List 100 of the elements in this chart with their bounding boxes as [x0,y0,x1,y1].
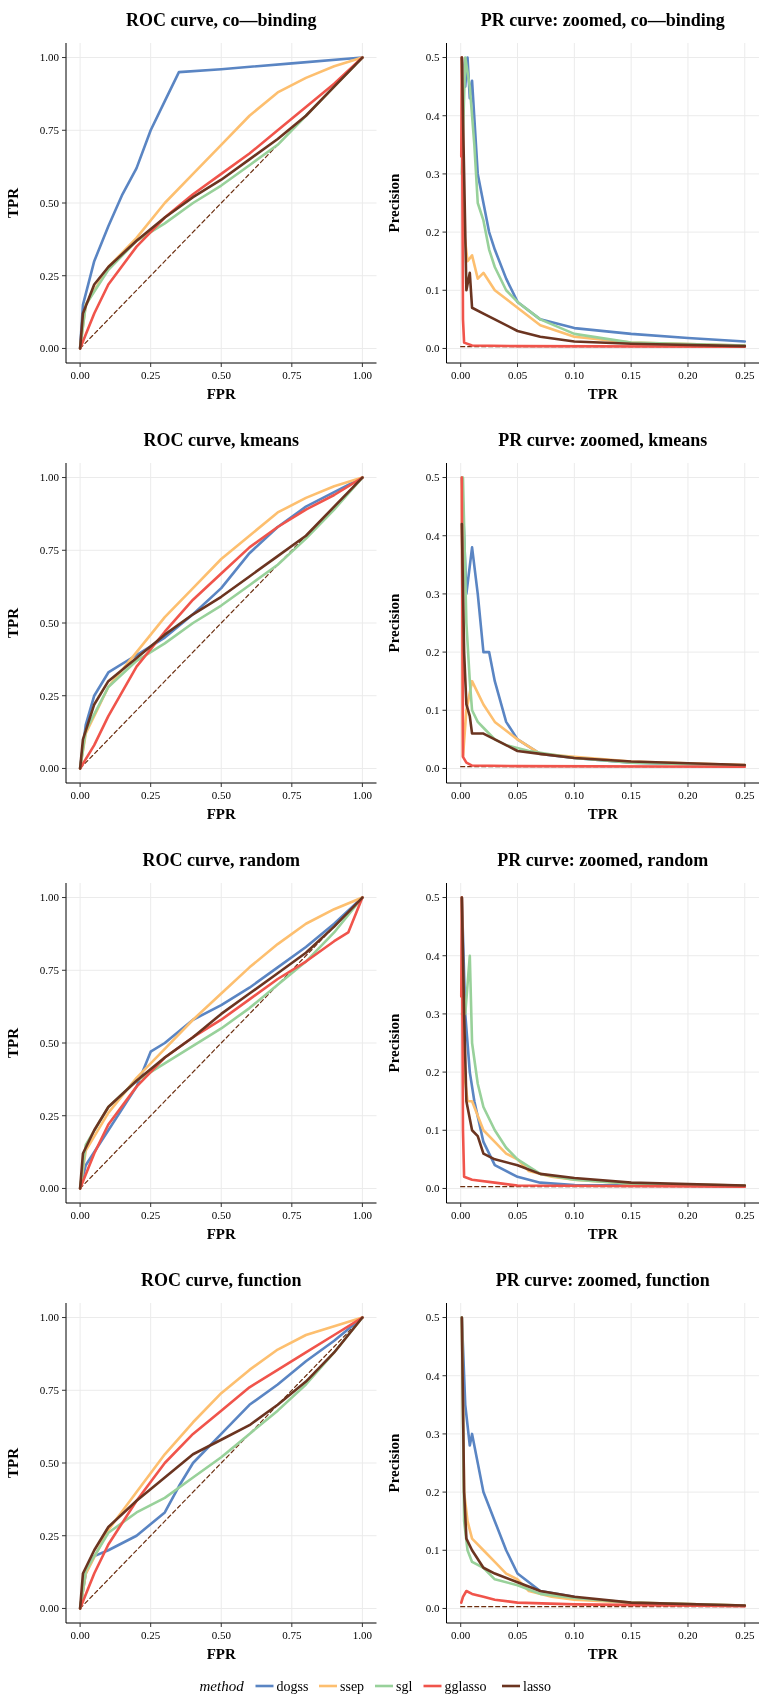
y-tick-label: 0.3 [425,167,440,180]
x-axis-title: FPR [206,1226,236,1242]
y-tick-label: 1.00 [39,891,60,904]
y-axis-title: TPR [5,187,21,218]
x-tick-label: 0.00 [70,369,91,381]
y-tick-label: 0.4 [425,529,440,542]
y-tick-label: 0.2 [425,645,440,658]
x-tick-label: 0.00 [70,1629,91,1641]
chart-title: PR curve: zoomed, function [495,1270,710,1290]
x-tick-label: 0.20 [678,789,699,801]
y-tick-label: 0.25 [39,689,60,702]
y-axis-title: TPR [5,1447,21,1478]
y-axis-title: TPR [5,1027,21,1058]
x-tick-label: 0.00 [451,1629,471,1641]
y-tick-label: 0.0 [425,1182,440,1195]
x-tick-label: 0.00 [451,1209,471,1221]
x-tick-label: 0.75 [282,789,302,801]
x-tick-label: 0.25 [141,1629,161,1641]
x-tick-label: 1.00 [352,369,373,381]
x-tick-label: 0.15 [621,789,642,801]
x-axis-title: FPR [206,806,236,822]
x-tick-label: 1.00 [352,789,373,801]
y-axis-title: Precision [385,172,402,233]
chart-title: PR curve: zoomed, random [497,850,709,870]
x-tick-label: 0.15 [621,1209,642,1221]
x-tick-label: 0.20 [678,1629,699,1641]
x-tick-label: 0.05 [507,1629,528,1641]
x-tick-label: 0.20 [678,369,699,381]
y-tick-label: 0.50 [39,1036,60,1049]
y-tick-label: 0.4 [425,109,440,122]
y-tick-label: 0.50 [39,616,60,629]
chart-title: ROC curve, function [141,1270,302,1290]
y-tick-label: 0.25 [39,269,60,282]
y-tick-label: 0.1 [425,1124,440,1137]
y-axis-title: TPR [5,607,21,638]
y-axis-title: Precision [385,592,402,653]
y-tick-label: 0.0 [425,762,440,775]
y-tick-label: 0.3 [425,1427,440,1440]
x-tick-label: 0.25 [735,1209,755,1221]
x-tick-label: 0.75 [282,1209,302,1221]
y-tick-label: 1.00 [39,1311,60,1324]
y-tick-label: 0.3 [425,1007,440,1020]
x-tick-label: 0.05 [507,789,528,801]
y-tick-label: 0.1 [425,704,440,717]
y-tick-label: 0.0 [425,342,440,355]
y-tick-label: 0.4 [425,1369,440,1382]
y-tick-label: 0.5 [425,1311,440,1324]
chart-title: PR curve: zoomed, kmeans [498,430,708,450]
x-axis-title: TPR [587,806,618,822]
y-tick-label: 1.00 [39,51,60,64]
x-tick-label: 0.25 [735,369,755,381]
x-tick-label: 0.25 [735,1629,755,1641]
x-tick-label: 0.25 [141,369,161,381]
x-tick-label: 0.00 [70,789,91,801]
legend-label: lasso [523,1678,551,1694]
x-tick-label: 0.05 [507,1209,528,1221]
legend-title: method [199,1678,245,1695]
x-tick-label: 0.00 [70,1209,91,1221]
y-tick-label: 0.00 [39,342,60,355]
x-tick-label: 0.15 [621,1629,642,1641]
y-tick-label: 0.25 [39,1109,60,1122]
x-tick-label: 0.10 [564,1209,585,1221]
x-tick-label: 0.25 [735,789,755,801]
y-tick-label: 0.50 [39,196,60,209]
x-tick-label: 0.05 [507,369,528,381]
y-tick-label: 0.3 [425,587,440,600]
x-tick-label: 0.15 [621,369,642,381]
y-tick-label: 0.4 [425,949,440,962]
y-tick-label: 0.00 [39,762,60,775]
legend-label: ssep [340,1678,365,1694]
y-tick-label: 0.75 [39,964,60,977]
x-axis-title: TPR [587,386,618,402]
y-tick-label: 0.2 [425,1485,440,1498]
y-tick-label: 0.1 [425,1544,440,1557]
y-tick-label: 0.5 [425,471,440,484]
y-tick-label: 0.5 [425,891,440,904]
y-tick-label: 0.2 [425,225,440,238]
x-tick-label: 0.50 [211,789,232,801]
legend-label: sgl [396,1678,413,1694]
x-tick-label: 0.25 [141,1209,161,1221]
y-tick-label: 0.5 [425,51,440,64]
x-tick-label: 1.00 [352,1209,373,1221]
x-tick-label: 0.20 [678,1209,699,1221]
x-tick-label: 0.50 [211,369,232,381]
x-tick-label: 1.00 [352,1629,373,1641]
chart-title: PR curve: zoomed, co—binding [480,10,725,30]
chart-title: ROC curve, kmeans [143,430,299,450]
y-tick-label: 1.00 [39,471,60,484]
x-tick-label: 0.10 [564,789,585,801]
y-tick-label: 0.25 [39,1529,60,1542]
x-tick-label: 0.75 [282,369,302,381]
y-tick-label: 0.75 [39,124,60,137]
x-axis-title: FPR [206,386,236,402]
x-axis-title: FPR [206,1646,236,1662]
x-tick-label: 0.10 [564,1629,585,1641]
x-axis-title: TPR [587,1226,618,1242]
x-tick-label: 0.50 [211,1209,232,1221]
y-axis-title: Precision [385,1432,402,1493]
y-tick-label: 0.50 [39,1456,60,1469]
y-tick-label: 0.75 [39,544,60,557]
